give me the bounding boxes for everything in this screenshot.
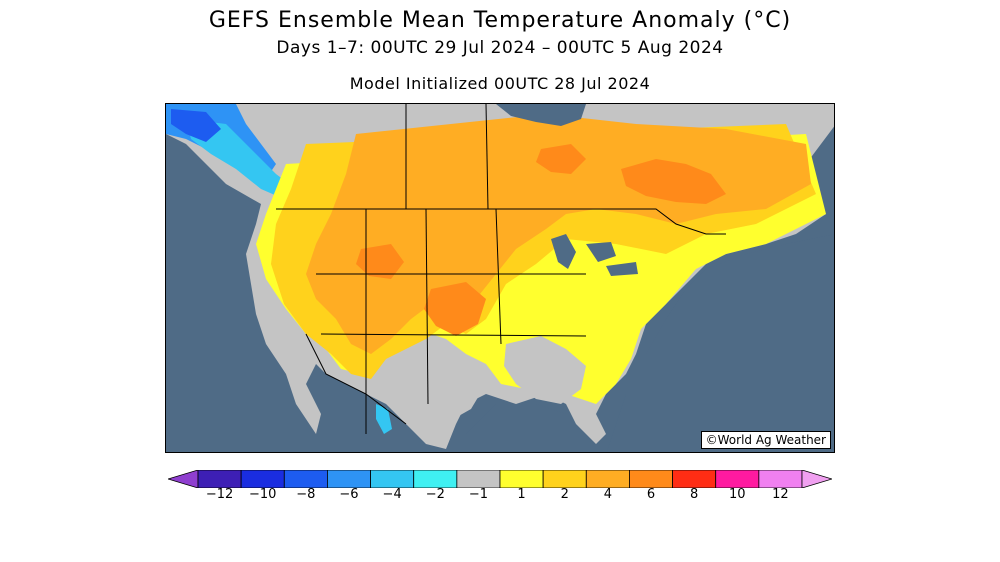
- great-lakes: [551, 234, 638, 276]
- near-normal-southeast: [504, 336, 586, 404]
- scale-swatch: [456, 470, 501, 488]
- scale-swatch: [370, 470, 415, 488]
- scale-lower-end: [168, 470, 199, 488]
- scale-swatch: [283, 470, 328, 488]
- map-canvas: [166, 104, 834, 452]
- cool-anomaly-baja: [376, 404, 392, 434]
- scale-swatch: [672, 470, 717, 488]
- hot-anomaly-rockies: [356, 244, 404, 279]
- cold-core-gulf-alaska: [171, 109, 221, 142]
- scale-tick-label: 1: [517, 487, 526, 502]
- scale-tick-label: 2: [560, 487, 569, 502]
- hot-anomaly-quebec: [621, 159, 726, 204]
- scale-swatch: [629, 470, 673, 488]
- scale-tick-label: −1: [468, 487, 488, 502]
- scale-swatch: [499, 470, 544, 488]
- scale-tick-label: 8: [690, 487, 699, 502]
- scale-tick-label: −12: [205, 487, 234, 502]
- political-boundaries: [276, 104, 726, 434]
- color-scale-bar: [168, 470, 832, 488]
- credit-label: ©World Ag Weather: [700, 431, 831, 449]
- scale-swatch: [758, 470, 803, 488]
- scale-swatch: [327, 470, 371, 488]
- valid-period: Days 1–7: 00UTC 29 Jul 2024 – 00UTC 5 Au…: [276, 38, 724, 58]
- scale-tick-label: −4: [382, 487, 402, 502]
- near-normal-texas: [431, 366, 486, 422]
- scale-tick-label: 10: [729, 487, 746, 502]
- hudson-bay: [496, 104, 586, 126]
- scale-swatch: [197, 470, 242, 488]
- atlantic-east: [606, 234, 834, 452]
- scale-tick-label: 4: [603, 487, 612, 502]
- scale-tick-label: −2: [425, 487, 445, 502]
- scale-tick-label: 12: [772, 487, 789, 502]
- map-title: GEFS Ensemble Mean Temperature Anomaly (…: [208, 8, 792, 33]
- scale-swatch: [715, 470, 760, 488]
- scale-swatch: [240, 470, 285, 488]
- scale-swatch: [542, 470, 587, 488]
- gulf-of-mexico: [466, 404, 576, 452]
- scale-tick-label: 6: [646, 487, 656, 502]
- scale-tick-label: −8: [296, 487, 316, 502]
- model-initialized: Model Initialized 00UTC 28 Jul 2024: [349, 74, 651, 93]
- hot-anomaly-plains: [424, 282, 486, 336]
- scale-tick-label: −6: [339, 487, 359, 502]
- scale-upper-end: [801, 470, 832, 488]
- scale-swatch: [413, 470, 458, 488]
- scale-tick-label: −10: [248, 487, 277, 502]
- color-scale-ticks: −12 −10 −8 −6 −4 −2 −1 1 2 4 6 8 10 12: [0, 487, 1000, 507]
- hot-anomaly-hudson: [536, 144, 586, 174]
- cool-anomaly-bc: [186, 119, 296, 199]
- anomaly-map: ©World Ag Weather: [165, 103, 835, 453]
- scale-swatch: [585, 470, 630, 488]
